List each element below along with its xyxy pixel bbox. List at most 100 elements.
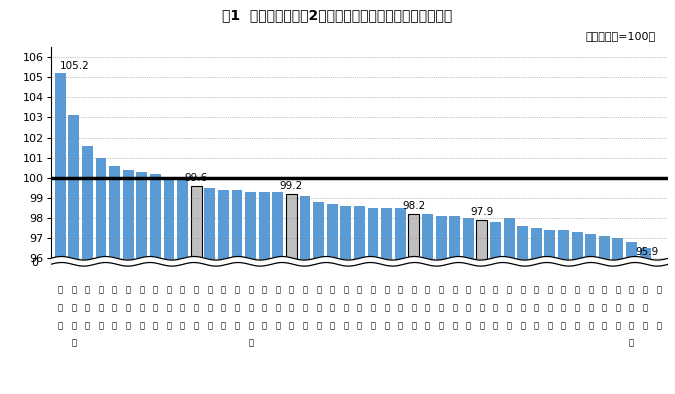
Bar <box>450 216 460 268</box>
Text: 京: 京 <box>57 303 63 312</box>
Bar <box>259 192 269 268</box>
Text: 茨: 茨 <box>534 286 539 295</box>
Bar <box>599 236 610 268</box>
Text: 県: 県 <box>452 321 457 330</box>
Bar <box>612 238 623 268</box>
Text: 口: 口 <box>262 303 267 312</box>
Text: 県: 県 <box>72 338 76 348</box>
Text: 府: 府 <box>153 321 158 330</box>
Text: 島: 島 <box>411 321 416 330</box>
Bar <box>68 115 79 268</box>
Text: 県: 県 <box>439 321 443 330</box>
Text: 愛: 愛 <box>506 286 512 295</box>
Text: 山: 山 <box>344 303 348 312</box>
Bar <box>422 214 433 268</box>
Text: 県: 県 <box>398 321 403 330</box>
Text: 島: 島 <box>520 321 525 330</box>
Text: 都: 都 <box>57 321 63 330</box>
Bar <box>82 145 92 268</box>
Text: 県: 県 <box>588 321 593 330</box>
Text: 高: 高 <box>302 286 308 295</box>
Text: 香: 香 <box>439 286 443 295</box>
Bar <box>354 206 365 268</box>
Text: 青: 青 <box>466 286 470 295</box>
Bar <box>286 194 297 268</box>
Text: 県: 県 <box>371 321 375 330</box>
Bar <box>55 73 65 268</box>
Bar <box>653 260 664 268</box>
Text: 岐: 岐 <box>316 286 321 295</box>
Bar <box>408 214 419 268</box>
Bar <box>150 174 161 268</box>
Text: 田: 田 <box>479 303 485 312</box>
Text: 福: 福 <box>616 286 620 295</box>
Text: 95.9: 95.9 <box>635 247 659 258</box>
Text: 葉: 葉 <box>99 303 103 312</box>
Text: 県: 県 <box>99 321 103 330</box>
Text: 鹿: 鹿 <box>643 286 647 295</box>
Bar <box>191 186 202 268</box>
Text: 県: 県 <box>384 321 389 330</box>
Text: 105.2: 105.2 <box>60 61 90 71</box>
Text: 山: 山 <box>561 321 566 330</box>
Bar <box>340 206 351 268</box>
Text: 静: 静 <box>398 286 403 295</box>
Text: 阪: 阪 <box>167 303 171 312</box>
Text: 兵: 兵 <box>180 286 185 295</box>
Text: 賀: 賀 <box>289 303 294 312</box>
Bar <box>123 170 134 268</box>
Text: 縄: 縄 <box>466 303 470 312</box>
Text: 和: 和 <box>248 286 253 295</box>
Text: 山: 山 <box>561 303 566 312</box>
Text: 石: 石 <box>153 286 158 295</box>
Bar <box>504 218 514 268</box>
Text: 大: 大 <box>167 286 171 295</box>
Text: 99.2: 99.2 <box>280 181 303 191</box>
Bar <box>177 180 188 268</box>
Text: 知: 知 <box>302 303 308 312</box>
Text: 森: 森 <box>452 303 457 312</box>
Text: 県: 県 <box>180 321 185 330</box>
Text: 宮: 宮 <box>275 286 280 295</box>
Text: 都: 都 <box>85 303 90 312</box>
Text: 佐: 佐 <box>452 286 457 295</box>
Bar <box>136 172 147 268</box>
Text: 新: 新 <box>411 286 416 295</box>
Text: 福: 福 <box>221 286 226 295</box>
Text: 庫: 庫 <box>180 303 185 312</box>
Text: 島: 島 <box>493 321 498 330</box>
Bar <box>572 232 583 268</box>
Text: 本: 本 <box>371 303 375 312</box>
Text: 児: 児 <box>616 303 620 312</box>
Text: 県: 県 <box>302 321 308 330</box>
Bar <box>640 248 651 268</box>
Bar <box>558 230 569 268</box>
Text: 97.9: 97.9 <box>470 207 493 217</box>
Text: 府: 府 <box>139 321 144 330</box>
Text: 木: 木 <box>384 303 389 312</box>
Text: 島: 島 <box>357 303 362 312</box>
Text: 野: 野 <box>534 303 539 312</box>
Bar <box>327 204 338 268</box>
Text: 分: 分 <box>506 303 512 312</box>
Bar <box>463 218 474 268</box>
Text: 東: 東 <box>57 286 63 295</box>
Text: 玉: 玉 <box>112 303 117 312</box>
Text: 京: 京 <box>85 286 90 295</box>
Text: 川: 川 <box>153 303 158 312</box>
Text: 図1  都道府県別令和2年分消費者物価地域差指数（総合）: 図1 都道府県別令和2年分消費者物価地域差指数（総合） <box>222 8 453 22</box>
Text: 岐: 岐 <box>602 286 607 295</box>
Bar <box>232 190 242 268</box>
Bar <box>218 190 229 268</box>
Text: 島: 島 <box>221 303 226 312</box>
Text: 崎: 崎 <box>643 303 647 312</box>
Text: 98.2: 98.2 <box>402 201 425 211</box>
Bar <box>205 188 215 268</box>
Bar <box>313 202 324 268</box>
Text: 阜: 阜 <box>574 303 580 312</box>
Text: 城: 城 <box>493 303 498 312</box>
Bar <box>245 192 256 268</box>
Text: 県: 県 <box>329 321 335 330</box>
Text: 徳: 徳 <box>194 286 198 295</box>
Text: 山: 山 <box>329 303 335 312</box>
